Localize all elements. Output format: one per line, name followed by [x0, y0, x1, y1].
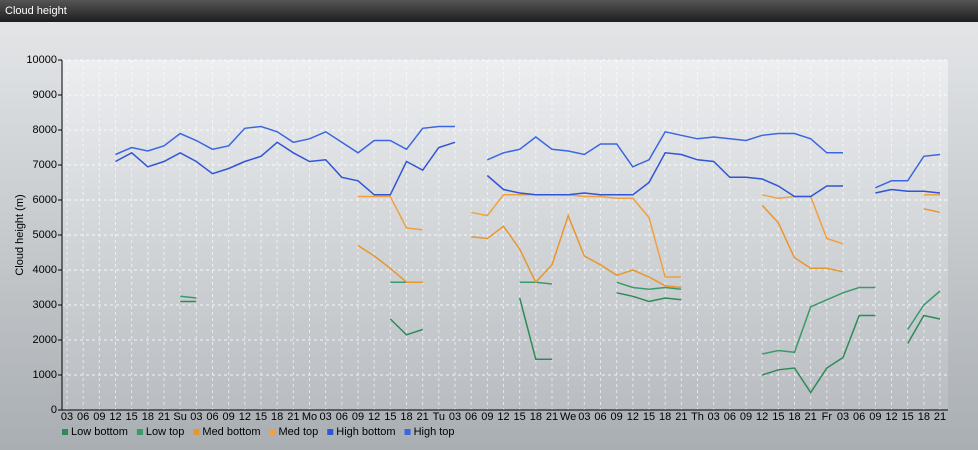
x-tick-label: 18	[400, 411, 412, 423]
y-tick-label: 10000	[26, 54, 57, 66]
x-tick-label: 06	[77, 411, 89, 423]
x-tick-label: 09	[611, 411, 623, 423]
x-tick-label: 09	[223, 411, 235, 423]
x-tick-label: 12	[885, 411, 897, 423]
legend-swatch	[193, 429, 200, 435]
x-tick-label: 09	[93, 411, 105, 423]
legend-label: Med top	[279, 426, 319, 438]
title-bar	[0, 0, 978, 22]
x-tick-label: 21	[287, 411, 299, 423]
x-tick-label: Su	[173, 411, 186, 423]
legend-swatch	[136, 429, 143, 435]
legend-label: High bottom	[336, 426, 395, 438]
y-tick-label: 2000	[33, 334, 57, 346]
legend-label: High top	[414, 426, 455, 438]
series-line	[115, 141, 941, 198]
x-tick-label: 18	[142, 411, 154, 423]
x-tick-label: 15	[126, 411, 138, 423]
x-tick-label: 21	[805, 411, 817, 423]
legend-swatch	[269, 429, 276, 435]
x-tick-label: 18	[271, 411, 283, 423]
x-tick-label: 06	[336, 411, 348, 423]
x-tick-label: 03	[578, 411, 590, 423]
y-tick-label: 9000	[33, 89, 57, 101]
chart-title: Cloud height	[5, 5, 67, 17]
x-tick-label: 03	[61, 411, 73, 423]
legend-label: Low top	[146, 426, 185, 438]
x-tick-label: 09	[481, 411, 493, 423]
x-tick-label: 21	[546, 411, 558, 423]
x-tick-label: 03	[449, 411, 461, 423]
x-tick-label: 18	[530, 411, 542, 423]
x-tick-label: 15	[772, 411, 784, 423]
x-tick-label: 12	[109, 411, 121, 423]
x-tick-label: 21	[675, 411, 687, 423]
x-tick-label: Fr	[822, 411, 833, 423]
x-tick-label: 18	[918, 411, 930, 423]
x-tick-label: 12	[497, 411, 509, 423]
y-axis-label: Cloud height (m)	[14, 194, 26, 275]
x-tick-label: 09	[352, 411, 364, 423]
x-tick-label: We	[560, 411, 576, 423]
y-tick-label: 4000	[33, 264, 57, 276]
x-tick-label: 06	[465, 411, 477, 423]
x-tick-label: 03	[708, 411, 720, 423]
x-tick-label: 06	[594, 411, 606, 423]
legend-swatch	[62, 429, 68, 435]
x-tick-label: 12	[756, 411, 768, 423]
x-tick-label: 09	[740, 411, 752, 423]
x-tick-label: 21	[934, 411, 946, 423]
legend-swatch	[327, 429, 334, 435]
x-tick-label: 03	[190, 411, 202, 423]
x-tick-label: 09	[869, 411, 881, 423]
series-line	[180, 292, 941, 394]
x-tick-label: 06	[206, 411, 218, 423]
y-tick-label: 3000	[33, 299, 57, 311]
x-tick-label: 12	[627, 411, 639, 423]
x-tick-label: 15	[384, 411, 396, 423]
legend-swatch	[404, 429, 411, 435]
x-tick-label: 06	[853, 411, 865, 423]
x-tick-label: Th	[691, 411, 704, 423]
x-tick-label: 21	[417, 411, 429, 423]
x-tick-label: 15	[255, 411, 267, 423]
x-tick-label: 18	[659, 411, 671, 423]
legend-label: Low bottom	[71, 426, 128, 438]
x-tick-label: 03	[320, 411, 332, 423]
y-tick-label: 6000	[33, 194, 57, 206]
x-tick-label: 15	[514, 411, 526, 423]
x-tick-label: Tu	[433, 411, 445, 423]
series-line	[358, 194, 940, 278]
series-line	[115, 125, 941, 189]
x-tick-label: 18	[788, 411, 800, 423]
x-tick-label: 12	[368, 411, 380, 423]
y-tick-label: 1000	[33, 369, 57, 381]
x-tick-label: 15	[643, 411, 655, 423]
y-tick-label: 8000	[33, 124, 57, 136]
x-tick-label: 12	[239, 411, 251, 423]
x-tick-label: 03	[837, 411, 849, 423]
y-tick-label: 7000	[33, 159, 57, 171]
legend-label: Med bottom	[202, 426, 260, 438]
x-tick-label: 15	[902, 411, 914, 423]
x-tick-label: 21	[158, 411, 170, 423]
y-tick-label: 0	[51, 404, 57, 416]
x-tick-label: Mo	[302, 411, 317, 423]
y-tick-label: 5000	[33, 229, 57, 241]
x-tick-label: 06	[724, 411, 736, 423]
series-line	[357, 204, 941, 289]
